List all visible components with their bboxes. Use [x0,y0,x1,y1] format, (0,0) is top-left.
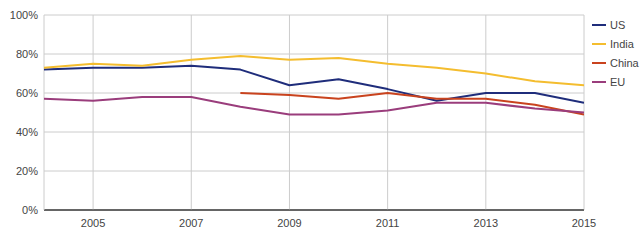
y-tick-label: 80% [16,48,38,60]
series-line [240,93,584,114]
x-tick-label: 2009 [277,217,301,229]
y-tick-label: 0% [22,204,38,216]
x-tick-label: 2011 [376,217,400,229]
y-axis-line [44,15,45,210]
y-grid-line [44,15,584,16]
y-tick-label: 100% [10,9,38,21]
legend-label: US [610,19,625,31]
y-grid-line [44,132,584,133]
y-grid-line [44,171,584,172]
y-grid-line [44,210,584,211]
y-tick-label: 40% [16,126,38,138]
x-grid-line [191,15,192,210]
y-tick-label: 20% [16,165,38,177]
series-line [44,97,584,115]
series-line [44,56,584,85]
plot-data [44,56,584,114]
chart: 0% 20% 40% 60% 80% 100% 2005 2007 2009 2011 2013 20… [0,0,640,241]
x-tick-label: 2007 [179,217,203,229]
chart-svg: 0% 20% 40% 60% 80% 100% 2005 2007 2009 2011 2013 20… [0,0,640,241]
axes: 0% 20% 40% 60% 80% 100% 2005 2007 2009 2011 2013 20… [10,9,596,229]
legend-swatch [592,81,606,83]
x-tick-label: 2013 [474,217,498,229]
x-grid-line [387,15,388,210]
legend: US India China EU [592,19,640,88]
x-tick-label: 2005 [81,217,105,229]
x-grid-line [289,15,290,210]
y-grid-line [44,54,584,55]
legend-label: EU [610,76,625,88]
x-axis-line [44,210,584,211]
legend-swatch [592,24,606,26]
y-tick-label: 60% [16,87,38,99]
legend-swatch [592,43,606,45]
x-grid-line [93,15,94,210]
legend-swatch [592,62,606,64]
x-tick-label: 2015 [572,217,596,229]
legend-label: China [610,57,640,69]
grid [44,15,584,210]
x-grid-line [485,15,486,210]
legend-label: India [610,38,635,50]
